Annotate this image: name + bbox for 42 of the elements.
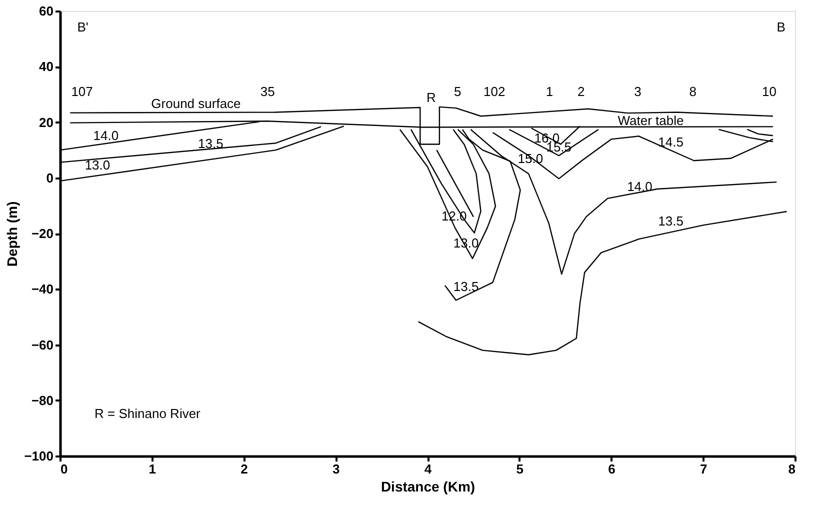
y-tick-label: −60 <box>31 337 54 352</box>
x-tick-label: 6 <box>608 462 616 476</box>
x-tick-label: 8 <box>788 462 796 476</box>
annotation: Ground surface <box>151 96 241 112</box>
x-axis-title: Distance (Km) <box>380 478 476 494</box>
annotation: 8 <box>689 84 696 99</box>
annotation: 14.0 <box>627 179 652 194</box>
annotation: 5 <box>454 84 462 99</box>
annotation: 14.5 <box>658 134 684 150</box>
annotation: 3 <box>634 84 642 99</box>
annotation: 14.0 <box>93 128 119 144</box>
y-tick-label: −100 <box>24 448 54 464</box>
annotation: 35 <box>260 84 275 99</box>
x-tick-label: 2 <box>240 462 248 476</box>
annotation: 1 <box>546 84 554 99</box>
annotation: 2 <box>578 84 585 99</box>
y-tick-label: −80 <box>31 392 54 408</box>
x-tick-label: 1 <box>148 462 156 476</box>
annotation: R = Shinano River <box>94 406 202 422</box>
annotation: 13.0 <box>84 158 110 173</box>
y-tick-label: 0 <box>46 170 54 186</box>
x-tick-label: 3 <box>332 462 340 476</box>
annotation: 107 <box>71 84 93 99</box>
annotation: 13.5 <box>453 278 479 294</box>
y-tick-label: −40 <box>31 282 54 297</box>
x-tick-label: 5 <box>516 462 524 476</box>
annotation: R <box>426 90 436 105</box>
y-axis-title: Depth (m) <box>4 201 20 267</box>
y-tick-label: −20 <box>31 226 54 241</box>
annotation: B <box>776 20 786 35</box>
y-tick-label: 40 <box>39 59 54 74</box>
annotation: 10 <box>762 84 777 99</box>
annotation: 13.5 <box>658 213 684 228</box>
y-tick-label: 20 <box>39 114 54 130</box>
x-tick-label: 4 <box>424 462 432 476</box>
x-tick-label: 0 <box>60 462 68 476</box>
annotation: 13.5 <box>198 136 224 152</box>
annotation: Water table <box>618 113 684 128</box>
annotation: 102 <box>484 84 506 99</box>
y-tick-label: 60 <box>39 4 54 18</box>
annotation: B' <box>77 20 88 35</box>
x-tick-label: 7 <box>700 462 708 476</box>
